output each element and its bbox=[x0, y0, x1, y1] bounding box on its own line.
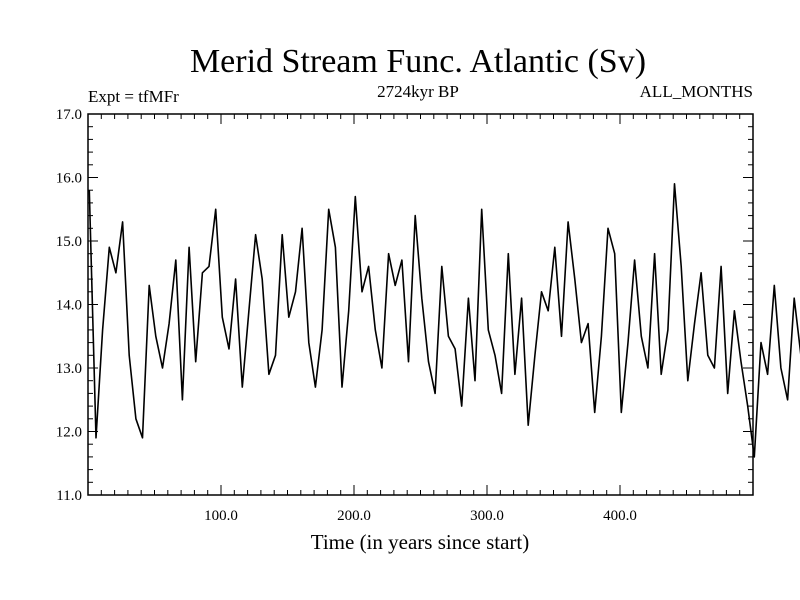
y-tick-label: 13.0 bbox=[56, 361, 82, 377]
x-axis-label: Time (in years since start) bbox=[311, 530, 530, 554]
y-tick-label: 17.0 bbox=[56, 107, 82, 123]
y-tick-label: 14.0 bbox=[56, 298, 82, 314]
chart-title: Merid Stream Func. Atlantic (Sv) bbox=[190, 43, 646, 80]
y-tick-label: 11.0 bbox=[56, 488, 82, 504]
x-tick-label: 100.0 bbox=[204, 508, 238, 524]
y-tick-labels: 11.0 12.0 13.0 14.0 15.0 16.0 17.0 bbox=[56, 107, 82, 504]
x-tick-label: 400.0 bbox=[603, 508, 637, 524]
series-layer bbox=[88, 183, 800, 458]
y-tick-label: 12.0 bbox=[56, 425, 82, 441]
period-label: 2724kyr BP bbox=[377, 82, 459, 101]
y-tick-label: 15.0 bbox=[56, 234, 82, 250]
series-line bbox=[88, 183, 800, 458]
y-tick-label: 16.0 bbox=[56, 171, 82, 187]
x-tick-labels: 100.0 200.0 300.0 400.0 bbox=[204, 508, 637, 524]
months-label: ALL_MONTHS bbox=[640, 82, 753, 101]
plot-frame bbox=[87, 113, 754, 496]
x-tick-label: 200.0 bbox=[337, 508, 371, 524]
x-tick-label: 300.0 bbox=[470, 508, 504, 524]
experiment-label: Expt = tfMFr bbox=[88, 87, 179, 106]
ticks-layer bbox=[88, 114, 753, 495]
